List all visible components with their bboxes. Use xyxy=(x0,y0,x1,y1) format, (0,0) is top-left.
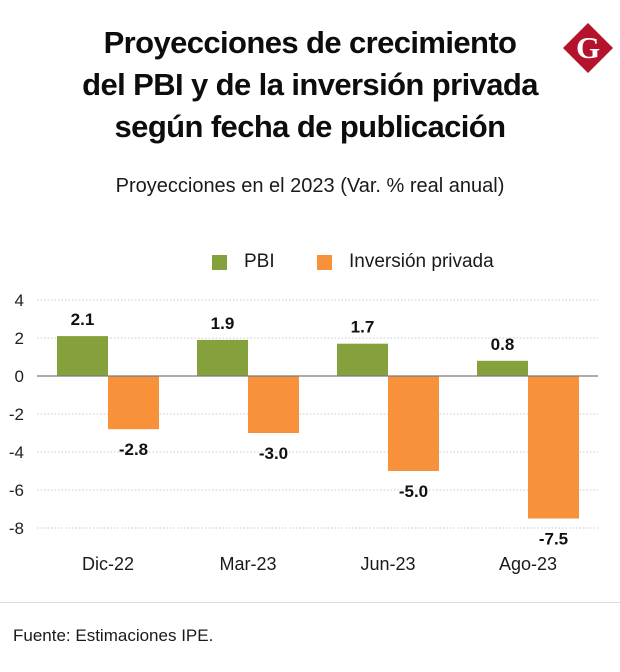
chart-title: Proyecciones de crecimiento del PBI y de… xyxy=(0,22,620,148)
bar-pbi xyxy=(57,336,108,376)
chart-legend: PBI Inversión privada xyxy=(0,251,620,275)
legend-item-inversion: Inversión privada xyxy=(317,251,494,273)
bar-chart: 4 2 0 -2 -4 -6 -8 2.1 -2.8 1.9 -3.0 1.7 -5.0 0.8 -7.5… xyxy=(9,291,598,574)
value-labels: 2.1 -2.8 1.9 -3.0 1.7 -5.0 0.8 -7.5 xyxy=(71,310,568,548)
x-category-label: Ago-23 xyxy=(499,554,557,574)
legend-label-pbi: PBI xyxy=(244,251,275,272)
y-tick-label: -2 xyxy=(9,405,24,424)
y-tick-label: -8 xyxy=(9,519,24,538)
y-tick-label: 4 xyxy=(15,291,24,310)
y-tick-label: -4 xyxy=(9,443,24,462)
bar-inversion xyxy=(528,376,579,519)
x-category-label: Dic-22 xyxy=(82,554,134,574)
grid-lines xyxy=(37,299,598,529)
y-tick-label: 0 xyxy=(15,367,24,386)
legend-label-inversion: Inversión privada xyxy=(349,251,494,272)
legend-item-pbi: PBI xyxy=(212,251,275,273)
bar-pbi xyxy=(197,339,248,376)
bar-inversion xyxy=(108,376,159,430)
logo-diamond xyxy=(563,23,613,73)
value-label-pbi: 2.1 xyxy=(71,310,95,329)
legend-swatch-inversion xyxy=(317,254,332,270)
chart-subtitle: Proyecciones en el 2023 (Var. % real anu… xyxy=(115,175,505,197)
legend-swatch-pbi xyxy=(212,254,227,270)
bar-inversion xyxy=(388,376,439,471)
bars xyxy=(57,336,579,519)
x-category-label: Mar-23 xyxy=(219,554,276,574)
value-label-pbi: 0.8 xyxy=(491,335,515,354)
chart-title-line-3: según fecha de publicación xyxy=(114,109,507,144)
value-label-inversion: -7.5 xyxy=(539,530,568,549)
value-label-pbi: 1.7 xyxy=(351,318,375,337)
logo-letter: G xyxy=(576,30,600,65)
value-label-inversion: -5.0 xyxy=(399,482,428,501)
value-label-inversion: -2.8 xyxy=(119,440,148,459)
x-category-label: Jun-23 xyxy=(360,554,415,574)
value-label-inversion: -3.0 xyxy=(259,444,288,463)
gestion-logo-icon: G xyxy=(563,23,613,73)
bar-pbi xyxy=(477,360,528,376)
bar-inversion xyxy=(248,376,299,433)
y-tick-label: 2 xyxy=(15,329,24,348)
y-tick-label: -6 xyxy=(9,481,24,500)
chart-title-line-2: del PBI y de la inversión privada xyxy=(82,67,538,102)
y-axis-ticks: 4 2 0 -2 -4 -6 -8 xyxy=(9,291,24,538)
source-note: Fuente: Estimaciones IPE. xyxy=(13,626,214,645)
value-label-pbi: 1.9 xyxy=(211,314,235,333)
chart-title-line-1: Proyecciones de crecimiento xyxy=(103,25,517,60)
x-axis-categories: Dic-22 Mar-23 Jun-23 Ago-23 xyxy=(82,554,557,574)
bar-pbi xyxy=(337,343,388,376)
footer-divider xyxy=(0,602,620,603)
